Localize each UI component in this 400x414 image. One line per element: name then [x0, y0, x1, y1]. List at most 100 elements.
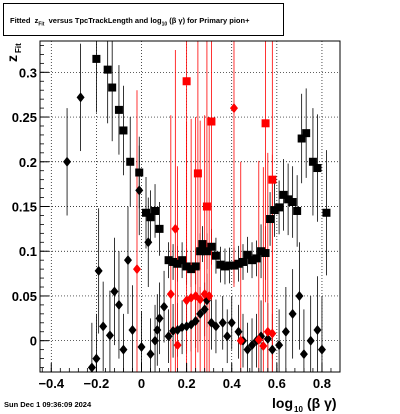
data-point-square [92, 54, 101, 63]
x-axis-label-main: log [272, 395, 293, 411]
data-point-square [297, 134, 306, 143]
data-point-diamond [92, 353, 101, 364]
x-tick-label: 0.8 [313, 376, 331, 391]
data-point-square [169, 257, 178, 266]
data-point-square [270, 206, 279, 215]
data-point-diamond [105, 330, 114, 341]
data-point-diamond [128, 324, 137, 335]
data-point-square [207, 242, 216, 251]
data-point-diamond [166, 289, 175, 300]
x-tick-label: −0.4 [38, 376, 64, 391]
y-tick-label: 0.05 [12, 289, 37, 304]
data-point-square [196, 247, 205, 256]
data-point-diamond [114, 299, 123, 310]
data-point-square [248, 256, 257, 265]
datestamp: Sun Dec 1 09:36:09 2024 [4, 400, 92, 409]
title-z-sub: Fit [38, 21, 45, 28]
data-point-diamond [236, 335, 245, 346]
title-middle: versus TpcTrackLength and log [48, 16, 162, 25]
data-point-diamond [191, 316, 200, 327]
data-point-diamond [248, 340, 257, 351]
data-point-diamond [317, 344, 326, 355]
y-tick-label: 0.3 [19, 65, 37, 80]
axis-ticks: −0.4 −0.2 0 0.2 0.4 0.6 0.8 0 0.05 0.1 0.15 0.2 0.25… [12, 45, 332, 391]
data-point-diamond [205, 290, 214, 301]
data-point-diamond [223, 331, 232, 342]
data-point-square [261, 119, 270, 128]
data-point-square [211, 251, 220, 260]
data-point-square [193, 169, 202, 178]
y-axis-label-main: z [4, 55, 20, 62]
data-point-diamond [306, 335, 315, 346]
data-point-square [216, 260, 225, 269]
data-point-diamond [263, 333, 272, 344]
data-point-diamond [243, 344, 252, 355]
data-point-diamond [288, 308, 297, 319]
data-point-square [146, 213, 155, 222]
data-point-diamond [123, 255, 132, 266]
data-point-diamond [268, 344, 277, 355]
title-z: z [34, 16, 39, 25]
data-point-square [322, 208, 331, 217]
data-point-square [288, 198, 297, 207]
data-point-diamond [295, 290, 304, 301]
data-point-diamond [146, 349, 155, 360]
data-point-diamond [94, 265, 103, 276]
data-point-square [182, 262, 191, 271]
data-point-square [142, 208, 151, 217]
data-point-diamond [234, 326, 243, 337]
data-point-square [178, 256, 187, 265]
y-tick-label: 0 [30, 334, 37, 349]
data-point-square [173, 259, 182, 268]
data-point-square [257, 247, 266, 256]
data-point-square [293, 206, 302, 215]
data-point-diamond [211, 321, 220, 332]
data-point-diamond [200, 304, 209, 315]
data-point-diamond [196, 308, 205, 319]
data-point-diamond [171, 223, 180, 234]
data-point-square [182, 77, 191, 86]
data-point-square [151, 206, 160, 215]
data-point-diamond [137, 341, 146, 352]
data-point-square [284, 195, 293, 204]
data-point-diamond [87, 362, 96, 373]
data-point-diamond [151, 335, 160, 346]
title-fitted: Fitted [10, 16, 31, 25]
title-bg: (β γ) [169, 16, 186, 25]
data-point-square [202, 202, 211, 211]
data-point-square [261, 249, 270, 258]
title-log-sub: 10 [161, 21, 168, 28]
x-tick-label: 0.2 [178, 376, 196, 391]
data-point-square [229, 261, 238, 270]
data-point-diamond [275, 340, 284, 351]
data-point-diamond [173, 340, 182, 351]
data-point-diamond [135, 185, 144, 196]
data-point-square [108, 83, 117, 92]
y-tick-label: 0.2 [19, 155, 37, 170]
data-point-diamond [99, 321, 108, 332]
data-point-square [308, 157, 317, 166]
data-point-square [103, 65, 112, 74]
data-point-diamond [281, 326, 290, 337]
data-point-square [243, 250, 252, 259]
data-point-diamond [132, 264, 141, 275]
y-tick-label: 0.15 [12, 200, 37, 215]
y-axis-label: z Fit [4, 43, 23, 62]
x-tick-label: 0.4 [223, 376, 242, 391]
data-point-square [126, 157, 135, 166]
data-point-square [252, 254, 261, 263]
data-point-diamond [268, 328, 277, 339]
data-point-diamond [76, 92, 85, 103]
x-axis-label-tail: (β γ) [307, 395, 337, 411]
data-point-square [207, 117, 216, 126]
data-point-diamond [155, 313, 164, 324]
data-point-square [275, 203, 284, 212]
x-tick-label: 0 [138, 376, 145, 391]
y-tick-label: 0.1 [19, 244, 37, 259]
x-tick-label: −0.2 [84, 376, 110, 391]
data-point-diamond [254, 334, 263, 345]
data-point-diamond [110, 286, 119, 297]
data-point-square [234, 259, 243, 268]
data-point-square [302, 129, 311, 138]
data-markers [63, 54, 331, 373]
